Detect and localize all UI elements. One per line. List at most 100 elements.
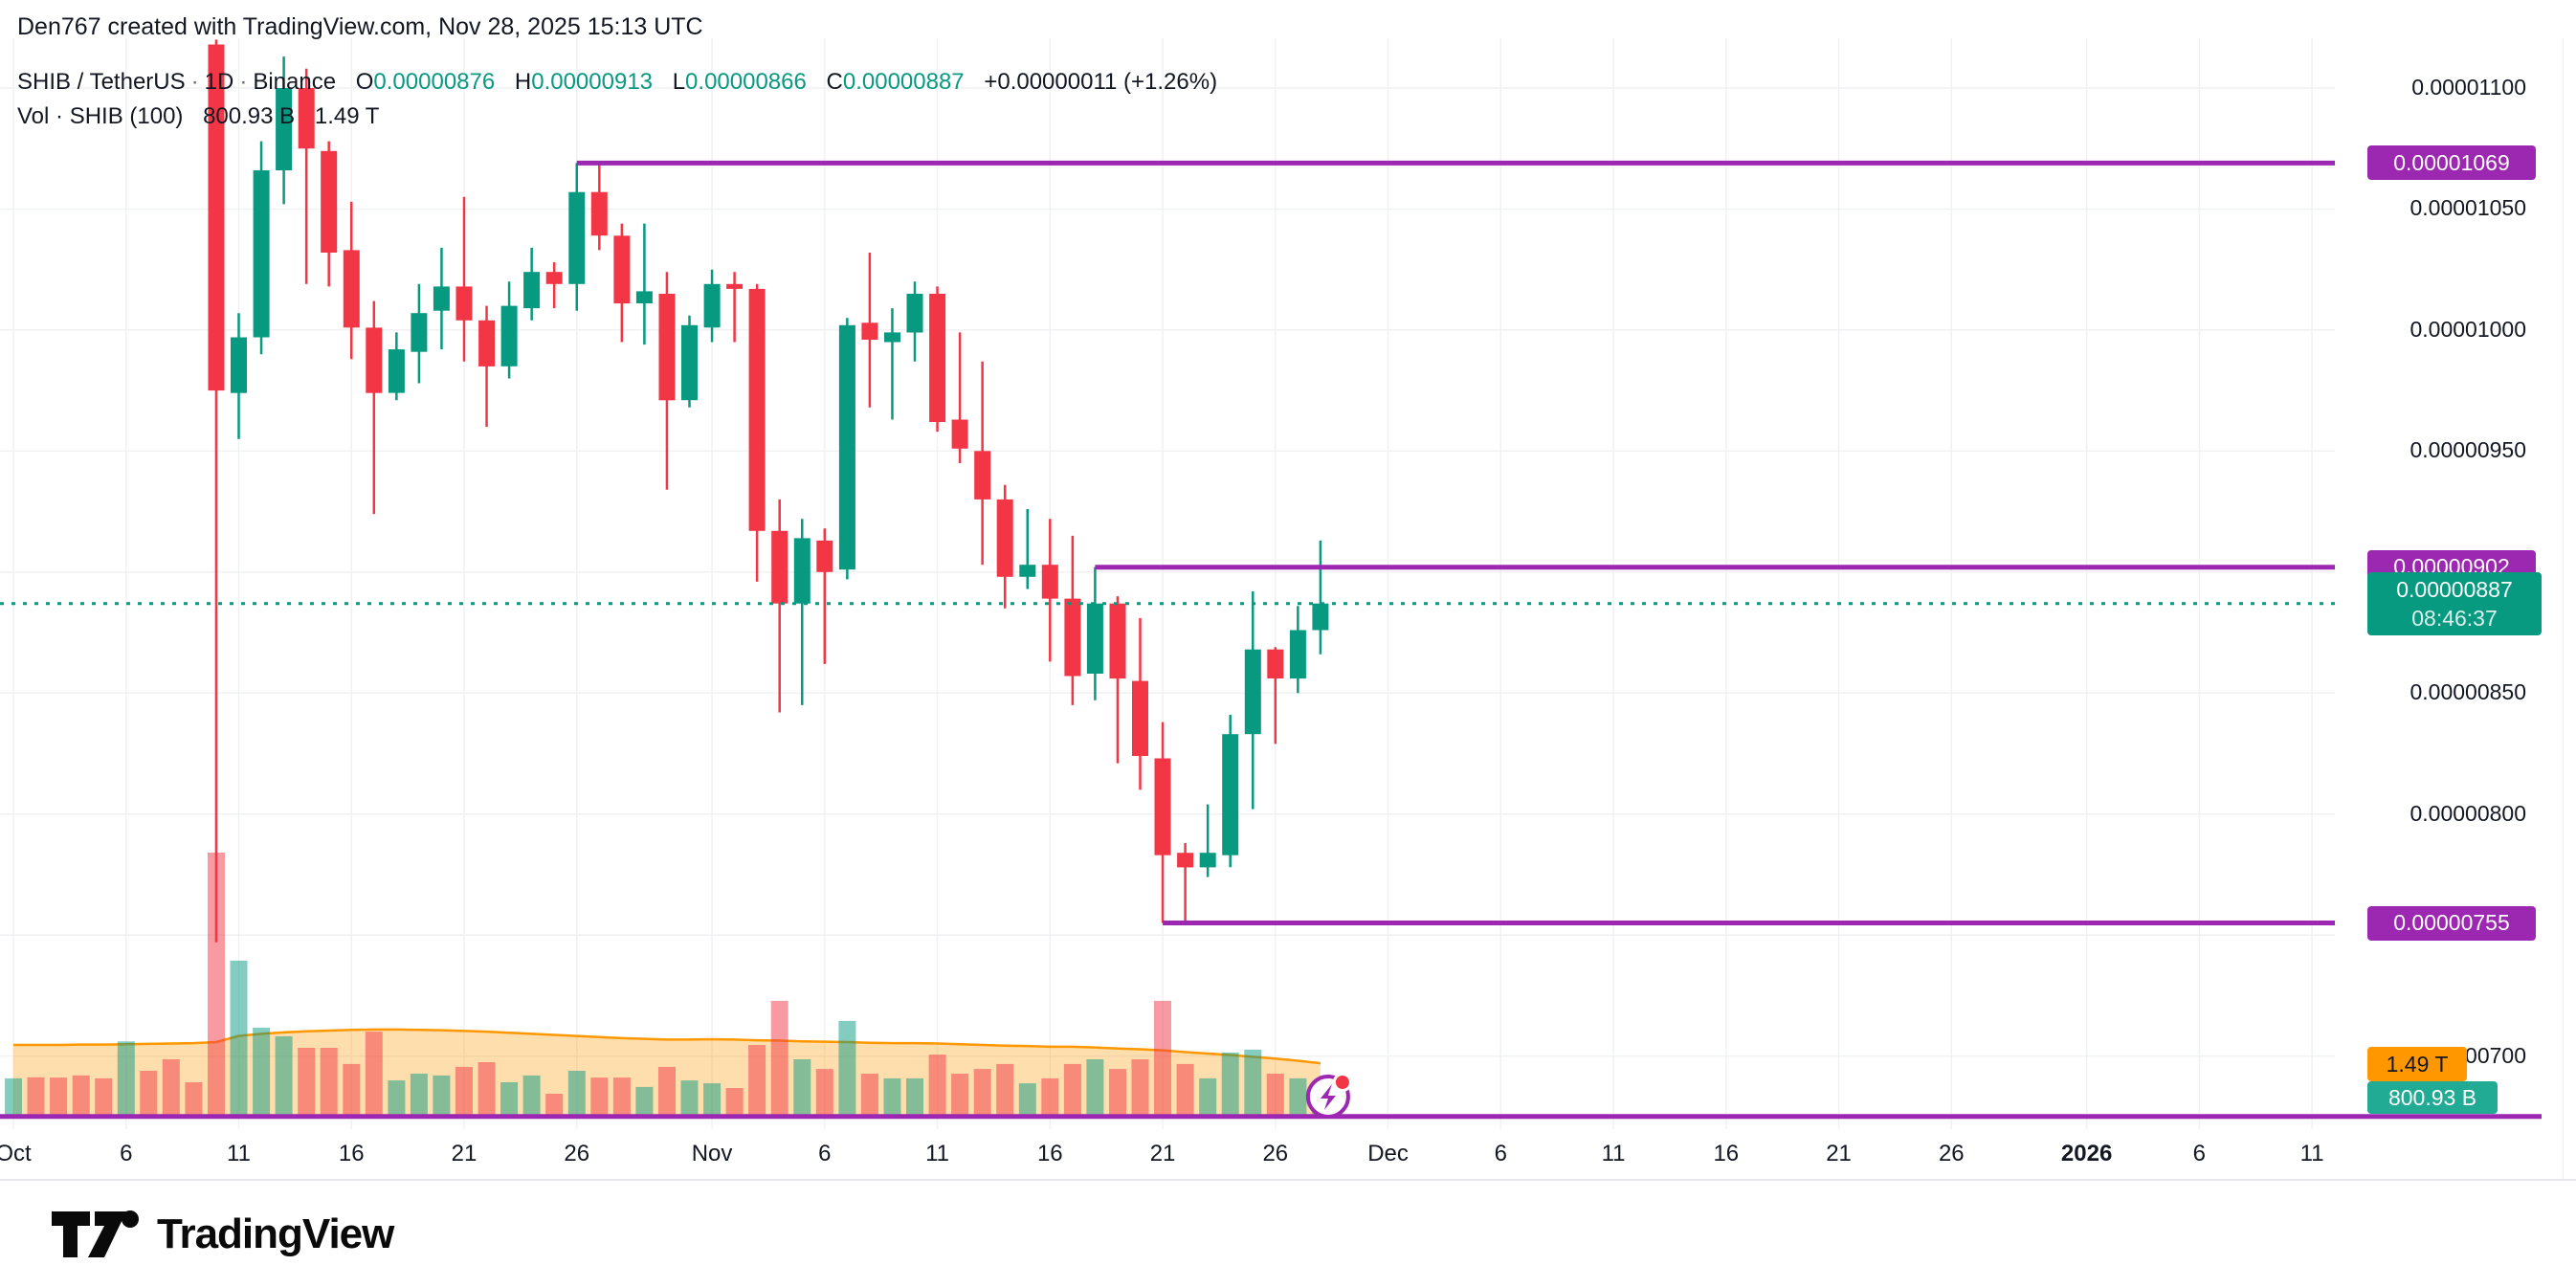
volume-bar [500,1082,519,1117]
volume-bar [253,1028,271,1117]
volume-ma-axis-label: 1.49 T [2367,1047,2467,1081]
volume-bar [996,1063,1014,1117]
time-tick: Nov [691,1141,733,1166]
volume-ma-value: 1.49 T [314,103,380,129]
volume-bar [1199,1077,1217,1117]
candle-body [996,499,1013,577]
candle-body [793,538,811,604]
candle-body [1132,680,1148,756]
candle-body [726,283,744,289]
low-value: 0.00000866 [685,69,807,95]
candle-body [748,288,766,531]
volume-bar [298,1048,316,1117]
volume-bar [973,1069,991,1117]
volume-bar [838,1020,856,1117]
volume-bar [545,1094,564,1117]
open-value: 0.00000876 [373,69,496,95]
price-tick: 0.00001100 [2411,75,2526,100]
close-letter: C [826,69,843,95]
exchange-label: Binance [253,69,337,95]
candle-body [523,272,541,309]
candle-body [1064,598,1081,677]
volume-bar [567,1071,586,1117]
level-price-label-755: 0.00000755 [2367,905,2536,941]
flash-icon[interactable] [1305,1073,1352,1119]
volume-bar [1154,1000,1171,1117]
volume-bar [522,1075,541,1117]
candle-body [1177,853,1194,868]
candle-body [1019,565,1036,577]
candle-body [974,451,991,500]
candle-body [321,150,338,253]
high-letter: H [514,69,532,95]
time-tick: 21 [1826,1141,1852,1166]
candle-body [388,349,405,393]
tradingview-logo-text: TradingView [157,1210,394,1257]
time-tick: Oct [0,1141,32,1166]
current-price-label: 0.00000887 08:46:37 [2367,571,2542,635]
volume-bar [320,1048,338,1117]
price-tick: 0.00001000 [2409,316,2526,342]
time-tick: 2026 [2060,1141,2113,1166]
volume-bar [117,1041,135,1118]
candle-body [1199,853,1216,868]
volume-bar [703,1083,722,1117]
volume-bar [162,1059,180,1117]
candle-body [1267,649,1284,678]
candle-body [276,88,293,170]
volume-bar [1109,1069,1126,1117]
candle-body [411,313,428,352]
candle-body [298,88,315,149]
candle-body [884,332,900,343]
candle-body [1312,603,1329,631]
candle-body [433,286,450,311]
candle-body [545,272,563,284]
symbol-name: SHIB / TetherUS [17,69,186,95]
volume-bar [860,1074,878,1117]
symbol-legend[interactable]: SHIB / TetherUS · 1D · Binance O0.00000876 H… [17,69,1218,95]
volume-bar [455,1066,473,1117]
candle-body [343,250,360,328]
volume-legend[interactable]: Vol · SHIB (100) 800.93 B 1.49 T [17,103,379,130]
candle-body [590,191,608,236]
interval-label: 1D [204,69,234,95]
candle-body [253,170,270,338]
volume-bar [5,1077,22,1117]
time-tick: 11 [1601,1141,1626,1166]
time-tick: 16 [1713,1141,1740,1166]
volume-bar [680,1080,699,1117]
candle-body [1244,649,1261,735]
candle-body [703,283,721,328]
volume-bar [725,1088,744,1117]
volume-bar [1221,1052,1239,1117]
time-tick: 11 [2299,1141,2324,1166]
time-tick: 6 [120,1141,133,1166]
volume-bar [275,1036,293,1117]
tradingview-logo[interactable]: TradingView [50,1204,394,1265]
candle-body [681,324,698,401]
candle-body [906,294,923,333]
time-tick: 11 [227,1141,251,1166]
attribution-text: Den767 created with TradingView.com, Nov… [17,13,703,40]
volume-bar [658,1066,676,1117]
candle-body [1222,734,1239,855]
price-tick: 0.00000800 [2409,800,2526,826]
volume-bar [815,1069,833,1117]
volume-bar [770,1000,788,1117]
volume-bar [27,1077,45,1118]
volume-bar [748,1045,766,1117]
volume-bar [883,1077,901,1117]
candle-body [500,305,518,366]
low-letter: L [672,69,686,95]
candle-body [455,286,473,321]
time-tick: 11 [925,1141,950,1166]
candle-body [1041,565,1058,599]
volume-bar [230,960,248,1117]
volume-bar [50,1077,68,1117]
volume-bar [95,1077,113,1117]
volume-bar [343,1063,361,1117]
volume-bar [951,1074,969,1117]
close-value: 0.00000887 [842,69,965,95]
